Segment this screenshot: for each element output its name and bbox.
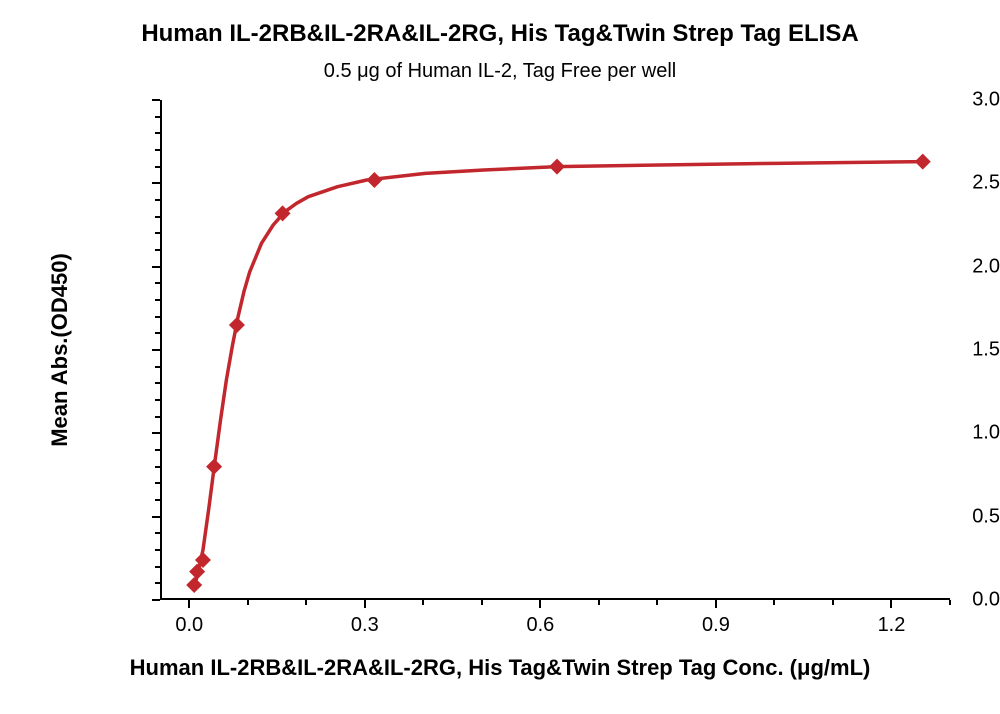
plot-svg (162, 100, 952, 600)
y-major-tick (152, 432, 160, 434)
x-minor-tick (305, 600, 307, 605)
y-minor-tick (155, 216, 160, 218)
y-major-tick (152, 266, 160, 268)
x-minor-tick (481, 600, 483, 605)
y-minor-tick (155, 582, 160, 584)
y-minor-tick (155, 466, 160, 468)
x-axis-label: Human IL-2RB&IL-2RA&IL-2RG, His Tag&Twin… (0, 655, 1000, 681)
x-tick-label: 0.6 (526, 614, 554, 637)
y-minor-tick (155, 299, 160, 301)
y-minor-tick (155, 116, 160, 118)
y-minor-tick (155, 566, 160, 568)
y-minor-tick (155, 249, 160, 251)
data-point-marker (229, 317, 245, 333)
x-minor-tick (422, 600, 424, 605)
y-minor-tick (155, 149, 160, 151)
data-point-marker (206, 459, 222, 475)
y-major-tick (152, 99, 160, 101)
fit-curve (194, 162, 923, 589)
y-minor-tick (155, 132, 160, 134)
x-tick-label: 1.2 (878, 614, 906, 637)
data-point-marker (186, 577, 202, 593)
chart-title: Human IL-2RB&IL-2RA&IL-2RG, His Tag&Twin… (0, 20, 1000, 48)
y-tick-label: 1.5 (858, 339, 1000, 362)
y-minor-tick (155, 532, 160, 534)
y-minor-tick (155, 449, 160, 451)
y-minor-tick (155, 382, 160, 384)
chart-subtitle: 0.5 μg of Human IL-2, Tag Free per well (0, 60, 1000, 83)
y-minor-tick (155, 232, 160, 234)
y-minor-tick (155, 399, 160, 401)
y-major-tick (152, 349, 160, 351)
y-minor-tick (155, 549, 160, 551)
data-point-marker (366, 172, 382, 188)
data-point-marker (549, 159, 565, 175)
y-tick-label: 1.0 (858, 422, 1000, 445)
chart-container: { "chart": { "type": "line-scatter", "ti… (0, 0, 1000, 714)
x-minor-tick (598, 600, 600, 605)
x-major-tick (890, 600, 892, 608)
y-tick-label: 0.0 (858, 589, 1000, 612)
x-minor-tick (949, 600, 951, 605)
y-tick-label: 3.0 (858, 89, 1000, 112)
x-minor-tick (247, 600, 249, 605)
y-minor-tick (155, 282, 160, 284)
y-minor-tick (155, 332, 160, 334)
x-tick-label: 0.0 (175, 614, 203, 637)
x-minor-tick (656, 600, 658, 605)
y-minor-tick (155, 499, 160, 501)
y-minor-tick (155, 416, 160, 418)
x-major-tick (715, 600, 717, 608)
x-major-tick (539, 600, 541, 608)
y-tick-label: 2.5 (858, 172, 1000, 195)
y-tick-label: 0.5 (858, 505, 1000, 528)
y-major-tick (152, 182, 160, 184)
y-major-tick (152, 516, 160, 518)
y-minor-tick (155, 316, 160, 318)
x-tick-label: 0.9 (702, 614, 730, 637)
x-major-tick (364, 600, 366, 608)
data-point-marker (915, 154, 931, 170)
y-minor-tick (155, 482, 160, 484)
y-axis-label: Mean Abs.(OD450) (47, 253, 73, 447)
plot-area (160, 100, 950, 600)
y-minor-tick (155, 166, 160, 168)
y-major-tick (152, 599, 160, 601)
y-minor-tick (155, 366, 160, 368)
x-major-tick (188, 600, 190, 608)
y-tick-label: 2.0 (858, 255, 1000, 278)
x-tick-label: 0.3 (351, 614, 379, 637)
x-minor-tick (773, 600, 775, 605)
x-minor-tick (832, 600, 834, 605)
y-minor-tick (155, 199, 160, 201)
